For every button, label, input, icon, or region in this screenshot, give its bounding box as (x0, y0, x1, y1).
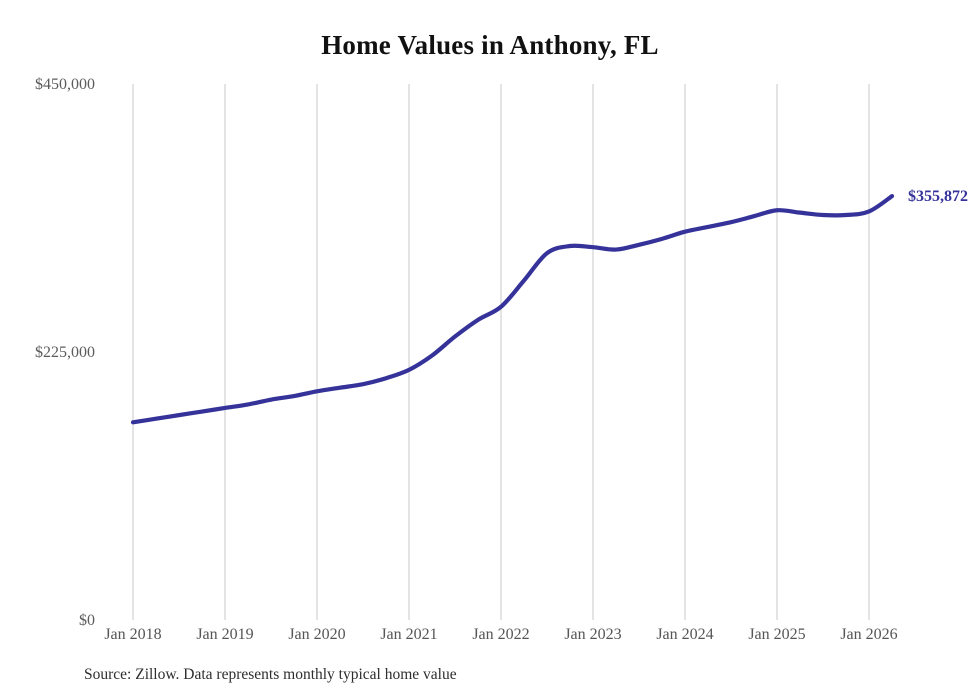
x-axis-tick-label: Jan 2020 (288, 626, 345, 643)
x-axis-tick-label: Jan 2026 (840, 626, 897, 643)
x-axis-tick-label: Jan 2023 (564, 626, 621, 643)
home-value-line-series (130, 194, 895, 425)
x-axis-tick-label: Jan 2018 (104, 626, 161, 643)
y-axis-tick-label: $0 (79, 612, 95, 629)
gridlines-group (132, 84, 870, 620)
x-axis-tick-label: Jan 2021 (380, 626, 437, 643)
x-axis-tick-label: Jan 2025 (748, 626, 805, 643)
x-axis-tick-label: Jan 2019 (196, 626, 253, 643)
y-axis-tick-labels: $0 $225,000 $450,000 (35, 76, 95, 629)
source-note: Source: Zillow. Data represents monthly … (84, 666, 457, 683)
y-axis-tick-label: $450,000 (35, 76, 95, 93)
chart-title: Home Values in Anthony, FL (321, 30, 659, 60)
x-axis-tick-label: Jan 2022 (472, 626, 529, 643)
y-axis-tick-label: $225,000 (35, 344, 95, 361)
x-axis-tick-labels: Jan 2018 Jan 2019 Jan 2020 Jan 2021 Jan 2022… (104, 626, 897, 643)
x-axis-tick-label: Jan 2024 (656, 626, 713, 643)
end-value-label: $355,872 (908, 188, 968, 205)
